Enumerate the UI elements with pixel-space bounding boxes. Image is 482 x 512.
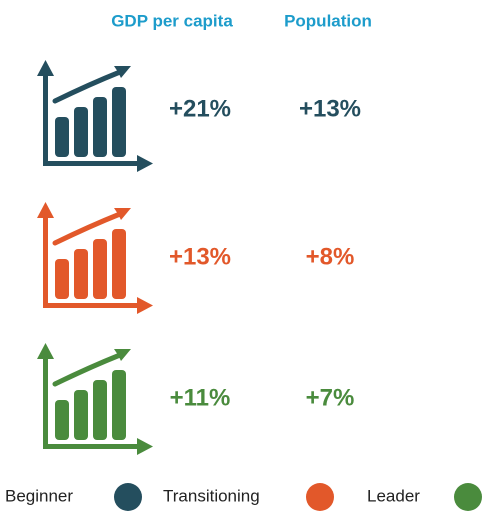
growth-icon <box>37 343 153 455</box>
population-change: +7% <box>306 384 355 411</box>
legend-label: Transitioning <box>163 486 260 505</box>
legend-label: Beginner <box>5 486 73 505</box>
legend-label: Leader <box>367 486 420 505</box>
gdp-change: +13% <box>169 243 231 270</box>
legend-swatch <box>114 483 142 511</box>
legend-swatch <box>454 483 482 511</box>
growth-icon <box>37 60 153 172</box>
column-header: Population <box>284 11 372 30</box>
population-change: +13% <box>299 95 361 122</box>
population-change: +8% <box>306 243 355 270</box>
growth-icon <box>37 202 153 314</box>
gdp-change: +11% <box>170 384 231 411</box>
column-header: GDP per capita <box>111 11 233 30</box>
legend-swatch <box>306 483 334 511</box>
gdp-change: +21% <box>169 95 231 122</box>
